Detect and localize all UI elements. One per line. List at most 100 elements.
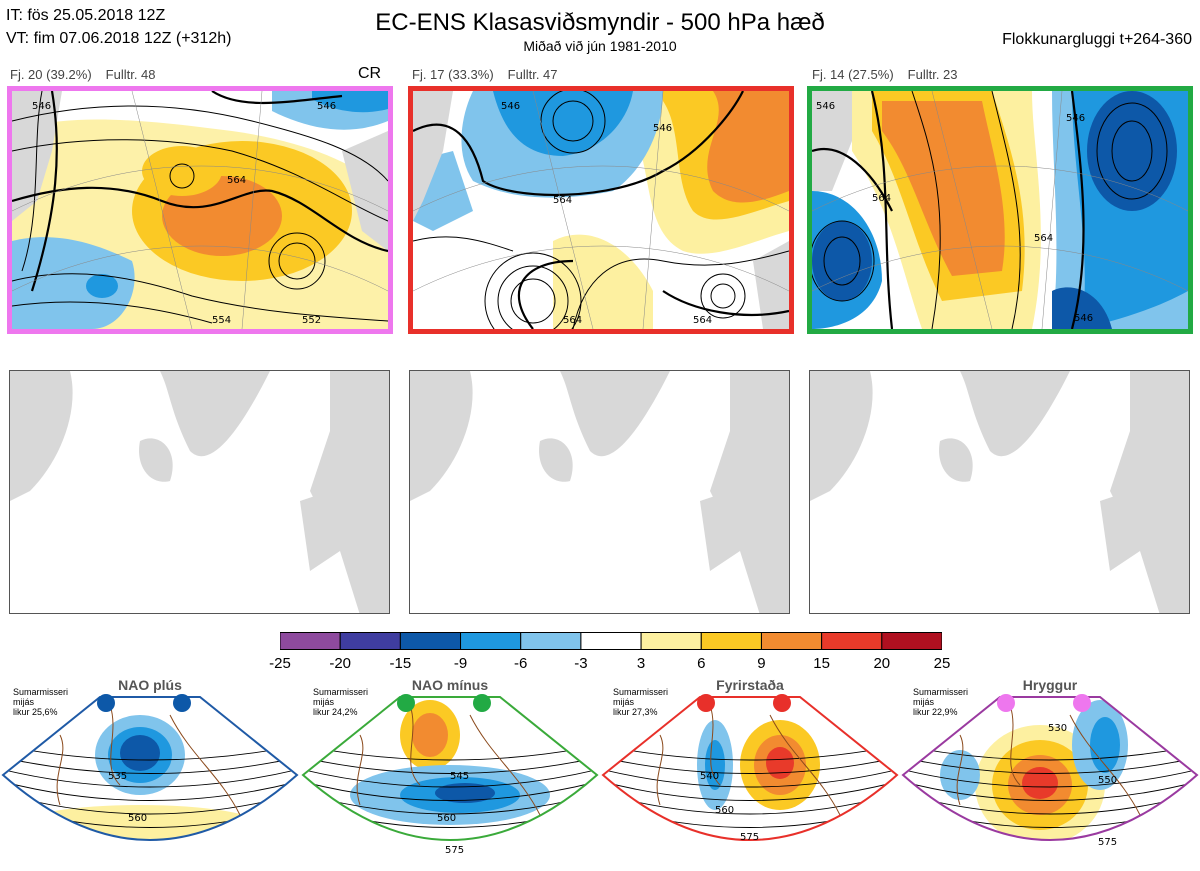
regime-marker-dot (697, 694, 715, 712)
height-contour (603, 780, 897, 801)
regime-marker-dot (97, 694, 115, 712)
cluster-1-contour-label: 564 (227, 175, 246, 186)
cluster-2-contour-label: 546 (653, 123, 672, 134)
cluster-2-count: Fj. 17 (33.3%) (412, 67, 494, 82)
anomaly-shading (412, 713, 448, 757)
regime-season-line: likur 24,2% (313, 707, 358, 717)
regime-contour-label: 575 (1098, 837, 1117, 848)
anomaly-shading (1090, 717, 1120, 773)
regime-name: Hryggur (1022, 677, 1078, 693)
height-contour (0, 853, 300, 871)
regime-contour-label: 540 (700, 771, 719, 782)
regime-season-line: Sumarmisseri (13, 687, 69, 697)
regime-marker-dot (997, 694, 1015, 712)
height-contour (0, 841, 300, 868)
cluster-1-representative: Fulltr. 48 (105, 67, 156, 82)
cluster-2-contour-label: 564 (693, 315, 712, 326)
height-contour (903, 780, 1197, 801)
height-contour (600, 841, 900, 868)
height-contour (303, 744, 597, 761)
height-contour (3, 756, 297, 774)
height-contour (600, 853, 900, 871)
cluster-2-label: Fj. 17 (33.3%) Fulltr. 47 (412, 67, 572, 82)
colorbar (280, 632, 942, 650)
regime-season-line: mijás (13, 697, 35, 707)
colorbar-tick-label: 20 (873, 655, 891, 672)
anomaly-shading (120, 735, 160, 771)
regime-season-line: mijás (613, 697, 635, 707)
height-contour (303, 768, 597, 788)
colorbar-tick-label: 6 (697, 655, 706, 672)
cluster-2-representative: Fulltr. 47 (507, 67, 558, 82)
regime-frame (901, 696, 1199, 841)
regime-frame (601, 696, 899, 841)
regime-frame (301, 696, 599, 841)
regime-season-line: likur 22,9% (913, 707, 958, 717)
regime-name: Fyrirstaða (716, 677, 784, 693)
colorbar-tick-label: -25 (269, 655, 291, 672)
regime-season-line: mijás (313, 697, 335, 707)
height-contour (903, 744, 1197, 761)
regime-map: 545 560 575 (301, 694, 599, 856)
cluster-3-count: Fj. 14 (27.5%) (812, 67, 894, 82)
cluster-1-contour-label: 552 (302, 315, 321, 326)
regime-marker-dot (773, 694, 791, 712)
anomaly-shading (705, 740, 725, 790)
colorbar-swatch (339, 632, 401, 650)
colorbar-tick-label: -3 (574, 655, 588, 672)
regime-name: NAO plús (118, 677, 182, 693)
regime-map: 530 550 575 (900, 694, 1200, 871)
regime-marker-dot (1073, 694, 1091, 712)
regime-season-info: Sumarmisseri mijás likur 22,9% (913, 687, 968, 717)
height-contour (900, 853, 1200, 871)
page-subtitle: Miðað við jún 1981-2010 (523, 38, 677, 54)
cluster-1-count: Fj. 20 (39.2%) (10, 67, 92, 82)
height-contour (903, 756, 1197, 774)
blank-map-1 (9, 370, 390, 614)
blank-map-3 (809, 370, 1190, 614)
colorbar-swatch (640, 632, 702, 650)
regime-contour-label: 545 (450, 771, 469, 782)
cluster-1-contour-label: 554 (212, 315, 231, 326)
regime-map: 540 560 575 (600, 694, 900, 871)
colorbar-swatch (460, 632, 522, 650)
regime-contour-label: 560 (128, 813, 147, 824)
cluster-1-label: Fj. 20 (39.2%) Fulltr. 48 (10, 67, 170, 82)
cluster-2-contour-label: 564 (563, 315, 582, 326)
regime-contour-label: 575 (445, 845, 464, 856)
regime-frame (1, 696, 299, 841)
colorbar-swatch (760, 632, 823, 650)
init-time: IT: fös 25.05.2018 12Z (6, 7, 166, 24)
cluster-2-map: 546 546 564 564 564 (408, 86, 794, 334)
blank-map-2 (409, 370, 790, 614)
cluster-3-map: 546 564 564 546 546 (807, 86, 1193, 334)
height-contour (903, 768, 1197, 788)
cluster-3-contour-label: 564 (1034, 233, 1053, 244)
anomaly-shading (1022, 767, 1058, 799)
cluster-3-contour-label: 564 (872, 193, 891, 204)
regime-panel: 545 560 575 NAO mínus Sumarmisseri mijás likur… (300, 675, 600, 871)
regime-season-line: Sumarmisseri (313, 687, 369, 697)
colorbar-tick-label: -15 (389, 655, 412, 672)
regime-season-line: Sumarmisseri (913, 687, 969, 697)
height-contour (603, 756, 897, 774)
colorbar-tick-label: -6 (514, 655, 528, 672)
colorbar-swatch (700, 632, 762, 650)
regime-contour-label: 550 (1098, 775, 1117, 786)
height-contour (303, 780, 597, 801)
regime-panel: 535 560 NAO plús Sumarmisseri mijás likur 25,… (0, 675, 300, 871)
regime-season-line: mijás (913, 697, 935, 707)
colorbar-tick-label: -20 (329, 655, 352, 672)
regime-contour-label: 560 (437, 813, 456, 824)
colorbar-swatch (580, 632, 642, 650)
regime-contour-label: 575 (740, 832, 759, 843)
regime-season-line: likur 27,3% (613, 707, 658, 717)
cluster-3-representative: Fulltr. 23 (907, 67, 958, 82)
regime-season-info: Sumarmisseri mijás likur 27,3% (613, 687, 668, 717)
cluster-3-contour-label: 546 (1066, 113, 1085, 124)
height-contour (3, 768, 297, 788)
cluster-3-contour-label: 546 (816, 101, 835, 112)
valid-time: VT: fim 07.06.2018 12Z (+312h) (6, 30, 232, 47)
colorbar-swatch (280, 632, 341, 650)
anomaly-shading (766, 747, 794, 779)
